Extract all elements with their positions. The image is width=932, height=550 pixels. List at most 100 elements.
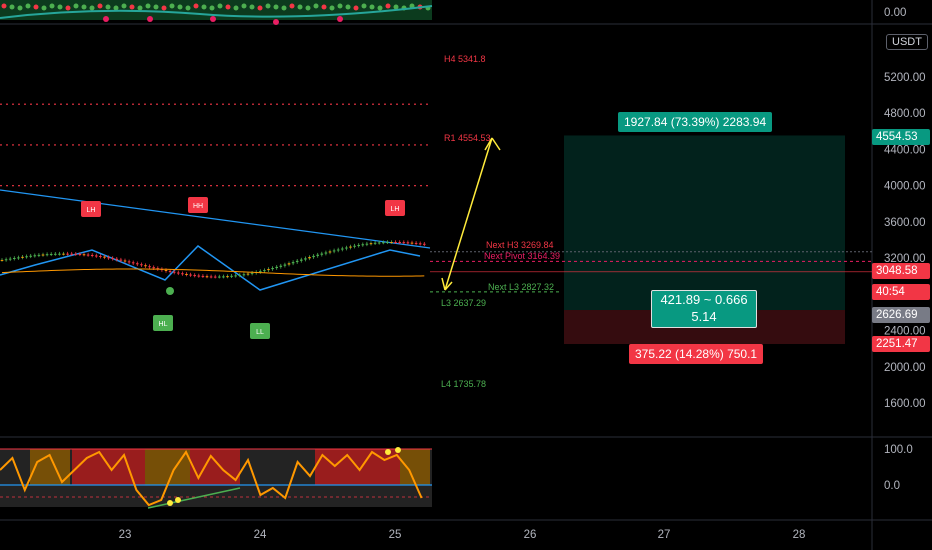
candle-body <box>144 265 147 267</box>
candle-body <box>332 250 336 252</box>
candle-body <box>357 244 360 246</box>
top-pane-dot <box>89 5 95 11</box>
candle-body <box>300 259 303 261</box>
time-axis-tick: 26 <box>524 529 537 541</box>
candle-body <box>308 257 311 259</box>
top-pane-dot <box>97 3 103 9</box>
top-pane-dot <box>313 3 319 9</box>
candle-body <box>201 275 205 277</box>
candle-body <box>324 252 328 254</box>
candle-body <box>25 256 28 258</box>
candle-body <box>54 253 57 255</box>
candle-body <box>226 276 229 278</box>
candle-body <box>382 242 385 244</box>
top-pane-line <box>0 5 433 19</box>
top-pane-dot <box>329 5 335 11</box>
candle-body <box>365 243 369 245</box>
top-pane-marker <box>337 16 343 22</box>
top-pane-dot <box>25 3 31 9</box>
top-pane-dot <box>297 4 303 10</box>
candle-body <box>78 254 82 256</box>
time-axis-tick: 23 <box>119 529 132 541</box>
top-pane-dot <box>377 5 383 11</box>
top-pane-dot <box>321 4 327 10</box>
price-axis-tick: 1600.00 <box>884 398 926 410</box>
candle-body <box>222 276 225 278</box>
top-pane-dot <box>209 5 215 11</box>
candle-body <box>131 262 135 264</box>
top-pane-dot <box>57 4 63 10</box>
candle-body <box>279 265 283 267</box>
candle-body <box>283 264 287 266</box>
top-pane-dot <box>353 5 359 11</box>
candle-body <box>275 266 278 269</box>
candle-body <box>250 272 254 274</box>
projection-arrow-up <box>444 137 493 291</box>
candle-body <box>177 272 180 274</box>
pattern-label-box <box>81 201 101 217</box>
top-pane-dot <box>1 3 7 9</box>
candle-body <box>295 260 299 263</box>
candle-body <box>29 255 32 257</box>
candle-body <box>238 274 242 276</box>
top-pane-band <box>0 0 432 20</box>
candle-body <box>189 274 192 276</box>
top-pane-dot <box>113 5 119 11</box>
candle-body <box>107 257 110 259</box>
candle-body <box>4 259 8 261</box>
candle-body <box>45 254 49 256</box>
candle-body <box>394 242 397 244</box>
candle-body <box>402 242 406 244</box>
osc-signal-dot <box>167 500 173 506</box>
candle-body <box>41 254 45 256</box>
candle-body <box>242 274 246 276</box>
top-pane-dot <box>337 3 343 9</box>
candle-body <box>168 270 172 272</box>
pattern-label-box <box>153 315 173 331</box>
position-center-box[interactable]: 421.89 ~ 0.666 5.14 <box>651 290 757 328</box>
candle-body <box>373 242 377 244</box>
osc-axis-tick: 0.0 <box>884 480 900 492</box>
currency-button[interactable]: USDT <box>886 34 928 50</box>
target-badge: 1927.84 (73.39%) 2283.94 <box>618 112 773 132</box>
top-pane-dot <box>361 3 367 9</box>
risk-reward-label: 421.89 ~ 0.666 <box>660 292 748 307</box>
price-axis-tick: 4400.00 <box>884 144 926 156</box>
osc-signal-dot <box>395 447 401 453</box>
top-pane-marker <box>273 19 279 25</box>
top-pane-marker <box>210 16 216 22</box>
price-axis-tick: 3600.00 <box>884 217 926 229</box>
price-axis-label: 3048.58 <box>872 263 930 279</box>
top-pane-dot <box>249 4 255 10</box>
pattern-label-lh: LH <box>87 207 96 214</box>
candle-body <box>328 251 332 253</box>
candle-body <box>316 254 319 256</box>
candle-body <box>0 259 4 261</box>
top-pane-dot <box>137 5 143 11</box>
candle-body <box>140 264 143 266</box>
candle-body <box>205 276 209 278</box>
candle-body <box>74 253 78 255</box>
pattern-label-box <box>188 197 208 213</box>
profit-zone <box>564 135 845 311</box>
osc-signal-dot <box>175 497 181 503</box>
top-pane-marker <box>103 16 109 22</box>
arrow-head-up <box>484 137 501 151</box>
candle-body <box>369 243 373 245</box>
candle-body <box>193 275 196 277</box>
osc-zone <box>145 449 190 485</box>
price-axis-label: 4554.53 <box>872 129 930 145</box>
candle-body <box>13 258 16 260</box>
top-pane-dot <box>257 5 263 11</box>
top-pane-dot <box>81 4 87 10</box>
candle-body <box>414 242 418 244</box>
candle-body <box>95 255 98 257</box>
top-pane-dot <box>17 5 23 11</box>
candle-body <box>361 244 365 246</box>
candle-body <box>82 254 86 256</box>
candle-body <box>148 266 151 268</box>
top-pane-dot <box>121 3 127 9</box>
candle-body <box>304 258 307 260</box>
